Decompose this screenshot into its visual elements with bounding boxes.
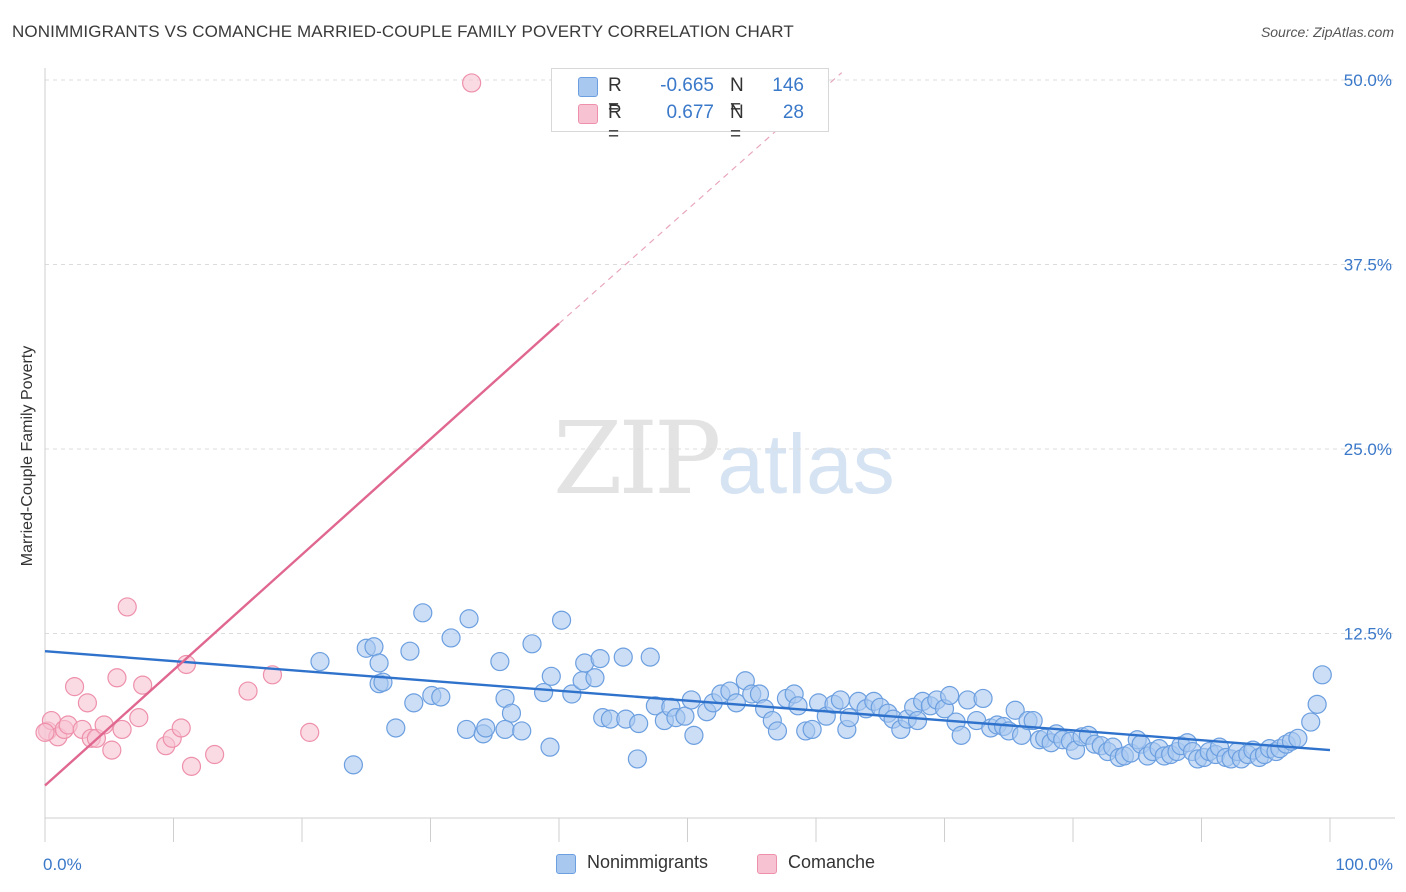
legend-r-label: R = xyxy=(608,102,622,145)
legend-r-label: R = xyxy=(608,75,622,118)
nonimmigrants-point xyxy=(951,725,971,745)
nonimmigrants-point xyxy=(522,634,542,654)
nonimmigrants-point xyxy=(1023,710,1043,731)
nonimmigrants-trend-line xyxy=(44,650,1331,752)
nonimmigrants-point xyxy=(940,685,960,706)
y-tick-label: 25.0% xyxy=(1344,440,1392,459)
comanche-point xyxy=(171,718,191,738)
series-swatch-nonimmigrants xyxy=(556,854,576,874)
nonimmigrants-point xyxy=(640,647,660,667)
nonimmigrants-point xyxy=(533,682,554,703)
nonimmigrants-point xyxy=(1301,712,1321,732)
source-credit: Source: ZipAtlas.com xyxy=(1260,24,1394,40)
nonimmigrants-point xyxy=(490,651,510,672)
nonimmigrants-point xyxy=(540,737,560,757)
comanche-point xyxy=(181,756,202,776)
legend-n-value: 28 xyxy=(782,102,804,123)
chart-title: NONIMMIGRANTS VS COMANCHE MARRIED-COUPLE… xyxy=(12,22,794,41)
nonimmigrants-point xyxy=(788,696,808,716)
nonimmigrants-point xyxy=(585,668,605,688)
nonimmigrants-point xyxy=(830,690,851,710)
nonimmigrants-point xyxy=(1312,665,1332,685)
nonimmigrants-point xyxy=(1307,694,1327,714)
series-label-nonimmigrants: Nonimmigrants xyxy=(587,852,709,872)
comanche-trend-extension xyxy=(558,72,843,324)
nonimmigrants-point xyxy=(629,713,649,734)
nonimmigrants-point xyxy=(512,721,532,741)
y-tick-label: 12.5% xyxy=(1344,625,1392,644)
comanche-point xyxy=(64,677,85,697)
x-tick-label: 100.0% xyxy=(1335,855,1393,874)
nonimmigrants-point xyxy=(459,609,479,629)
legend-r-value: 0.677 xyxy=(666,102,714,123)
comanche-point xyxy=(77,693,98,713)
comanche-point xyxy=(117,597,137,617)
watermark: ZIPatlas xyxy=(553,400,895,517)
nonimmigrants-point xyxy=(476,718,496,738)
nonimmigrants-point xyxy=(541,666,561,686)
comanche-point xyxy=(262,665,283,685)
comanche-point xyxy=(112,719,132,740)
nonimmigrants-point xyxy=(562,684,582,704)
nonimmigrants-point xyxy=(369,653,389,673)
nonimmigrants-point xyxy=(456,719,477,740)
correlation-legend: R = -0.665 N = 146 R = 0.677 N = 28 xyxy=(551,68,829,145)
watermark-zip: ZIP xyxy=(553,400,721,517)
nonimmigrants-point xyxy=(343,755,363,775)
nonimmigrants-point xyxy=(386,718,406,738)
nonimmigrants-point xyxy=(495,719,515,740)
nonimmigrants-point xyxy=(413,603,433,623)
nonimmigrants-point xyxy=(364,637,384,657)
legend-n-label: N = xyxy=(730,75,744,118)
nonimmigrants-point xyxy=(802,719,822,740)
nonimmigrants-point xyxy=(684,725,704,745)
legend-r-value: -0.665 xyxy=(660,75,714,96)
nonimmigrants-point xyxy=(404,693,424,713)
nonimmigrants-point xyxy=(1005,700,1025,720)
x-tick-label: 0.0% xyxy=(43,855,82,874)
legend-swatch-comanche xyxy=(578,104,598,124)
comanche-point xyxy=(133,675,153,695)
nonimmigrants-point xyxy=(627,749,647,769)
comanche-trend-line xyxy=(44,322,560,787)
comanche-point xyxy=(107,668,127,688)
nonimmigrants-point xyxy=(973,688,993,709)
nonimmigrants-point xyxy=(613,647,633,667)
nonimmigrants-point xyxy=(551,610,572,630)
comanche-point xyxy=(238,681,258,701)
comanche-point xyxy=(205,744,225,765)
nonimmigrants-point xyxy=(431,687,451,707)
series-legend: Nonimmigrants Comanche xyxy=(0,852,1406,878)
comanche-point xyxy=(462,73,482,93)
nonimmigrants-point xyxy=(839,708,860,728)
legend-n-value: 146 xyxy=(772,75,804,96)
comanche-point xyxy=(176,654,196,675)
comanche-point xyxy=(102,740,122,760)
nonimmigrants-point xyxy=(400,641,420,661)
nonimmigrants-point xyxy=(1288,728,1308,748)
comanche-point xyxy=(129,708,149,728)
nonimmigrants-point xyxy=(590,648,610,669)
nonimmigrants-point xyxy=(675,706,695,726)
comanche-point xyxy=(35,722,55,742)
legend-swatch-nonimmigrants xyxy=(578,77,598,97)
nonimmigrants-point xyxy=(767,721,788,741)
comanche-point xyxy=(300,722,320,742)
watermark-atlas: atlas xyxy=(717,417,895,511)
nonimmigrants-point xyxy=(310,651,330,672)
y-tick-label: 37.5% xyxy=(1344,256,1392,275)
y-tick-label: 50.0% xyxy=(1344,71,1392,90)
nonimmigrants-point xyxy=(441,628,461,648)
series-label-comanche: Comanche xyxy=(788,852,876,872)
series-swatch-comanche xyxy=(757,854,777,874)
nonimmigrants-point xyxy=(907,710,928,731)
legend-n-label: N = xyxy=(730,102,744,145)
nonimmigrants-point xyxy=(501,703,522,723)
